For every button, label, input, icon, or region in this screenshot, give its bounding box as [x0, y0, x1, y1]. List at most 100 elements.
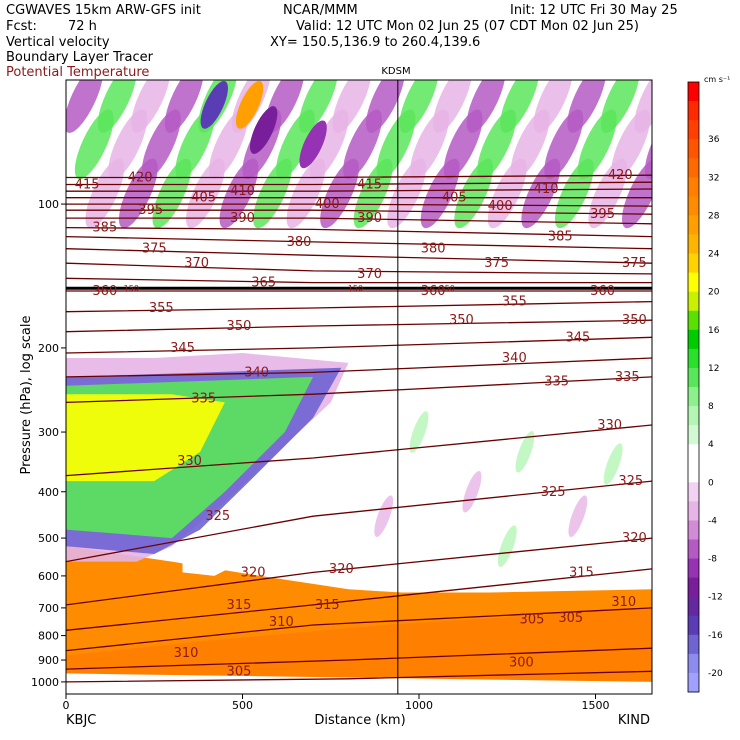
colorbar-tick-label: 32	[708, 173, 719, 183]
theta-contour-390	[66, 217, 652, 225]
colorbar-swatch	[688, 634, 699, 655]
x-tick-label: 0	[63, 699, 70, 712]
colorbar-swatch	[688, 158, 699, 178]
theta-contour-300	[66, 670, 652, 683]
theta-label-355: 355	[149, 301, 174, 316]
theta-contour-335	[66, 376, 652, 404]
wave-cell	[131, 80, 171, 133]
init-time: Init: 12 UTC Fri 30 May 25	[510, 3, 678, 18]
theta-label-315: 315	[569, 565, 594, 580]
theta-contour-350	[66, 319, 652, 333]
theta-contours	[66, 174, 652, 683]
theta-label-315: 315	[227, 598, 252, 613]
colorbar-swatch	[688, 501, 699, 521]
theta-label-330: 330	[177, 454, 202, 469]
y-tick-label: 500	[38, 532, 59, 545]
theta-contour-305	[66, 647, 652, 670]
x-tick-label: 1500	[582, 699, 610, 712]
plot-frame	[65, 79, 653, 695]
theta-label-350: 350	[622, 313, 647, 328]
field-vertical-velocity: Vertical velocity	[6, 35, 110, 50]
theta-label-320: 320	[329, 562, 354, 577]
colorbar-tick-label: 12	[708, 364, 719, 374]
y-tick-label: 400	[38, 486, 59, 499]
wave-cell	[299, 80, 338, 133]
theta-contour-325	[66, 480, 652, 563]
theta-label-385: 385	[92, 221, 117, 236]
colorbar-tick-label: -20	[708, 669, 723, 679]
colorbar-swatch	[688, 234, 699, 255]
tropopause-label: 150	[440, 284, 455, 293]
theta-label-420: 420	[608, 168, 633, 183]
colorbar-tick-label: -16	[708, 631, 723, 641]
wave-core	[299, 120, 327, 169]
y-tick-label: 900	[38, 654, 59, 667]
colorbar-tick-label: 24	[708, 250, 720, 260]
theta-contour-380	[66, 235, 652, 250]
colorbar-swatch	[688, 615, 699, 636]
wave-core	[250, 106, 278, 154]
colorbar-swatch	[688, 577, 699, 598]
theta-label-370: 370	[184, 256, 209, 271]
weak-cell	[497, 525, 517, 567]
y-tick-label: 300	[38, 426, 59, 439]
wave-cell	[332, 80, 372, 133]
wave-cell	[567, 80, 607, 133]
center-label: NCAR/MMM	[283, 3, 358, 18]
theta-contour-375	[66, 248, 652, 264]
theta-label-340: 340	[244, 365, 269, 380]
theta-label-350: 350	[227, 319, 252, 334]
weak-cell	[515, 431, 535, 473]
x-tick-label: 500	[232, 699, 253, 712]
elevated-layer-gap	[182, 546, 243, 576]
x-axis-label: Distance (km)	[314, 713, 405, 728]
theta-contour-330	[66, 424, 652, 477]
colorbar-swatch	[688, 367, 699, 388]
weak-cell	[462, 470, 482, 513]
theta-label-325: 325	[618, 474, 643, 489]
theta-label-385: 385	[548, 230, 573, 245]
theta-label-410: 410	[230, 184, 255, 199]
weak-cell	[409, 411, 429, 453]
theta-label-305: 305	[558, 611, 583, 626]
theta-label-345: 345	[170, 341, 195, 356]
theta-label-390: 390	[357, 211, 382, 226]
cross-section-endpoints: XY= 150.5,136.9 to 260.4,139.6	[270, 35, 481, 50]
y-tick-label: 600	[38, 570, 59, 583]
colorbar-swatch	[688, 272, 699, 293]
model-title: CGWAVES 15km ARW-GFS init	[6, 3, 201, 18]
theta-label-355: 355	[502, 295, 527, 310]
theta-label-310: 310	[269, 615, 294, 630]
station-marker-label: KDSM	[381, 66, 410, 77]
theta-contour-340	[66, 357, 652, 378]
wave-cell	[164, 80, 204, 133]
y-tick-label: 200	[38, 342, 59, 355]
surface-mask	[66, 673, 652, 694]
colorbar-units: cm s⁻¹	[704, 75, 730, 84]
theta-label-305: 305	[227, 664, 252, 679]
theta-label-320: 320	[241, 565, 266, 580]
colorbar-tick-label: 16	[708, 326, 720, 336]
y-tick-label: 1000	[31, 676, 59, 689]
colorbar-swatch	[688, 82, 699, 102]
colorbar-tick-label: 28	[708, 211, 720, 221]
theta-label-310: 310	[174, 646, 199, 661]
colorbar-swatch	[688, 101, 699, 121]
colorbar-swatch	[688, 177, 699, 197]
axes: 0 500 1000 1500 100 200 300 400 500 600 700 800 900 1…	[31, 79, 653, 712]
theta-label-405: 405	[442, 191, 467, 206]
theta-contour-labels: 415 420 405 410 400 415 405 400 410 420 395 390 390 3…	[75, 168, 647, 679]
colorbar-swatch	[688, 310, 699, 331]
wave-cell	[500, 80, 540, 133]
theta-label-380: 380	[287, 235, 312, 250]
y-tick-label: 800	[38, 630, 59, 643]
colorbar-tick-label: 20	[708, 288, 720, 298]
pbl-tracer-core	[66, 607, 652, 694]
theta-contour-395	[66, 209, 652, 215]
theta-label-345: 345	[565, 330, 590, 345]
theta-label-335: 335	[544, 374, 569, 389]
theta-label-400: 400	[315, 197, 340, 212]
theta-label-375: 375	[484, 256, 509, 271]
colorbar-swatch	[688, 348, 699, 369]
